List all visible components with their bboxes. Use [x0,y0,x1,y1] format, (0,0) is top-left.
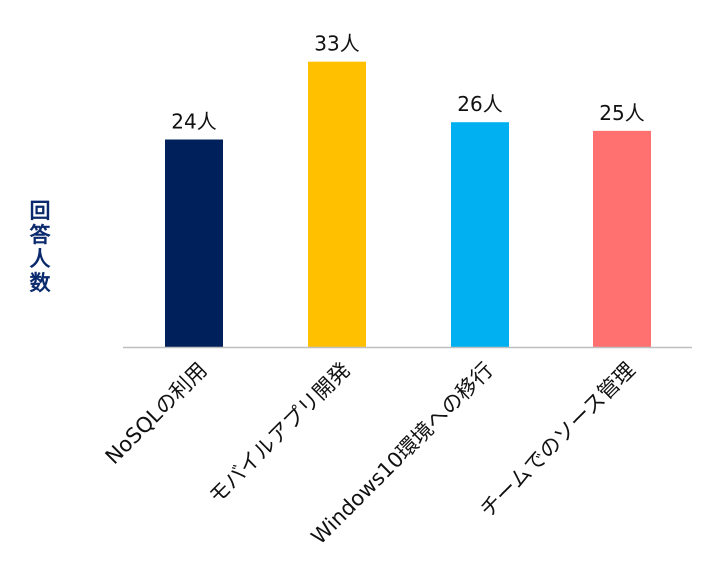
bar-3 [451,122,509,347]
y-axis-label-char: 回 [30,199,51,223]
data-label-1: 24人 [171,110,216,134]
bar-1 [165,139,223,347]
data-labels: 24人 33人 26人 25人 [171,32,644,134]
data-label-4: 25人 [599,101,644,125]
y-axis-label-char: 数 [30,271,52,295]
x-tick-label-2: モバイルアプリ開発 [204,358,355,509]
data-label-2: 33人 [314,32,359,56]
bar-2 [308,61,366,347]
y-axis-label-char: 答 [30,223,52,247]
data-label-3: 26人 [457,92,502,116]
x-tick-label-1: NoSQLの利用 [101,358,212,469]
bars [165,61,651,347]
x-tick-label-4: チームでのソース管理 [475,358,639,522]
x-tick-labels: NoSQLの利用モバイルアプリ開発Windows10環境への移行チームでのソース… [101,358,640,549]
bar-4 [593,130,651,347]
y-axis-label-char: 人 [30,247,51,271]
